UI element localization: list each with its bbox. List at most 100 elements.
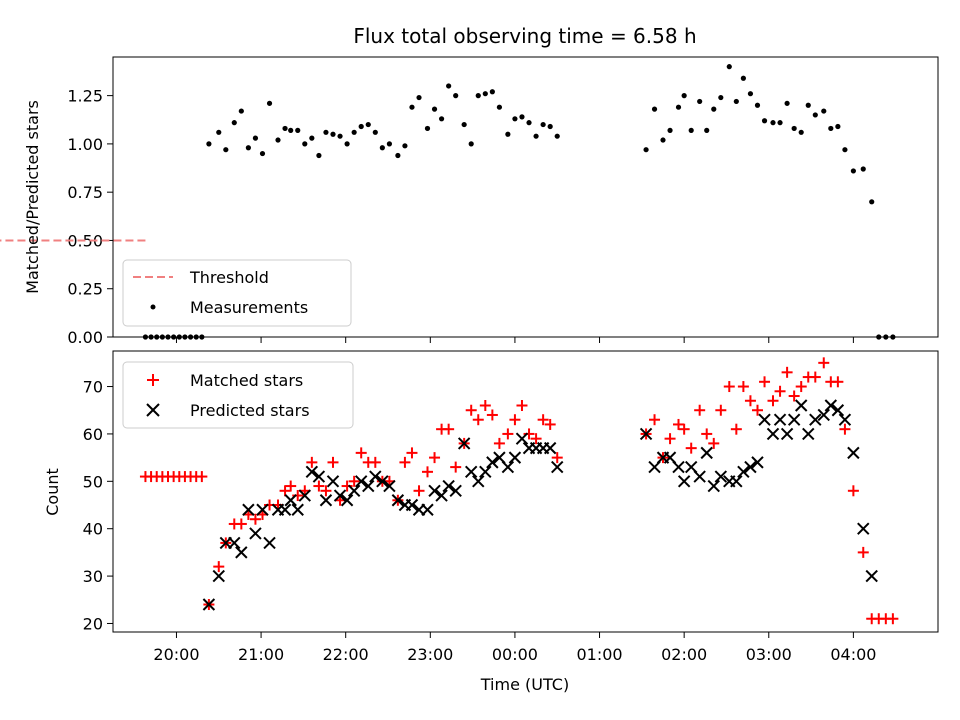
- bottom-legend-box: [122, 361, 354, 429]
- measurement-point: [681, 93, 687, 99]
- predicted-star-point: [758, 413, 771, 426]
- measurement-point: [238, 108, 244, 114]
- matched-star-point: [678, 423, 690, 435]
- top-plot-frame: [112, 56, 939, 338]
- predicted-star-point: [278, 503, 292, 516]
- bottom-plot-frame: [112, 350, 939, 633]
- matched-star-point: [213, 561, 225, 573]
- measurement-point: [704, 127, 710, 133]
- matched-star-point: [399, 456, 411, 468]
- predicted-star-point: [256, 503, 269, 516]
- predicted-star-point: [677, 475, 691, 488]
- chart-title: Flux total observing time = 6.58 h: [353, 24, 696, 48]
- predicted-star-point: [730, 475, 743, 488]
- measurement-point: [266, 100, 273, 106]
- measurement-point: [252, 135, 259, 141]
- measurement-point: [754, 102, 761, 108]
- measurement-point: [519, 114, 525, 120]
- measurement-point: [402, 143, 408, 149]
- predicted-star-point: [435, 489, 448, 502]
- measurement-point: [761, 118, 768, 124]
- measurement-point: [395, 152, 401, 159]
- predicted-star-point: [405, 498, 419, 512]
- top-y-tick-label: 0.25: [67, 280, 103, 299]
- predicted-star-point: [794, 399, 808, 412]
- measurement-point: [667, 127, 673, 133]
- matched-star-point: [551, 452, 563, 464]
- measurement-point: [784, 100, 790, 106]
- matched-star-point: [530, 433, 542, 445]
- top-y-tick-label: 1.25: [67, 87, 103, 106]
- predicted-star-point: [700, 446, 713, 460]
- measurement-point: [482, 91, 488, 97]
- measurement-point: [275, 137, 281, 143]
- measurement-point: [409, 104, 415, 110]
- measurement-point: [386, 141, 393, 147]
- measurement-point: [216, 129, 222, 135]
- predicted-star-point: [809, 413, 822, 426]
- measurement-point: [231, 120, 237, 126]
- top-legend: Threshold Measurements: [122, 259, 352, 327]
- measurement-point: [740, 75, 746, 81]
- matched-star-point: [413, 485, 425, 497]
- measurement-point: [643, 147, 649, 153]
- predicted-star-point: [249, 527, 262, 540]
- matched-star-point: [723, 381, 735, 393]
- measurement-point: [540, 121, 546, 128]
- matched-star-point: [708, 437, 720, 449]
- measurement-point: [438, 116, 445, 122]
- x-tick-label: 23:00: [407, 645, 453, 664]
- measurement-point: [206, 141, 212, 147]
- predicted-star-point: [421, 503, 434, 516]
- matched-star-point: [795, 381, 807, 393]
- measurement-point: [282, 125, 288, 132]
- predicted-star-point: [838, 413, 852, 426]
- predicted-star-point: [472, 475, 485, 488]
- predicted-star-point: [298, 489, 312, 502]
- measurement-point: [295, 127, 301, 133]
- predicted-star-point: [824, 399, 838, 412]
- matched-star-point: [847, 485, 859, 497]
- bottom-panel: 20 30 40 50 60 70 20:00 21:00 22:00 23:00 00:00 01:…: [43, 350, 939, 694]
- matched-star-point: [465, 404, 477, 416]
- measurement-point: [733, 98, 739, 105]
- measurement-point: [805, 102, 811, 108]
- top-y-tick-label: 1.00: [67, 135, 103, 154]
- matched-star-point: [537, 414, 549, 426]
- predicted-star-point: [639, 427, 653, 441]
- matched-star-point: [450, 461, 462, 473]
- measurement-point: [259, 150, 266, 157]
- measurement-point: [850, 168, 856, 174]
- matched-star-point: [327, 456, 339, 468]
- measurement-point: [302, 141, 308, 147]
- measurement-point: [309, 135, 315, 141]
- x-tick-label: 00:00: [492, 645, 538, 664]
- bottom-axes: 20 30 40 50 60 70 20:00 21:00 22:00 23:00 00:00 01:…: [83, 378, 877, 664]
- matched-legend-swatch: [147, 374, 159, 386]
- matched-star-point: [839, 423, 851, 435]
- x-tick-label: 21:00: [238, 645, 284, 664]
- predicted-star-point: [391, 494, 405, 507]
- measurement-point: [512, 116, 518, 122]
- matched-star-point: [809, 371, 821, 383]
- measurement-point: [489, 89, 495, 95]
- measurement-point: [431, 106, 438, 112]
- measurement-point: [344, 141, 350, 147]
- predicted-star-point: [817, 408, 830, 422]
- measurement-point: [372, 129, 378, 135]
- matched-legend-label: Matched stars: [190, 371, 303, 390]
- predicted-star-point: [212, 569, 225, 583]
- top-legend-box: [122, 259, 352, 327]
- measurement-point: [869, 199, 875, 205]
- bottom-y-tick-label: 40: [83, 520, 103, 539]
- matched-star-point: [369, 456, 381, 468]
- measurement-point: [223, 147, 229, 153]
- threshold-legend-label: Threshold: [189, 268, 269, 287]
- matched-star-point: [313, 480, 325, 492]
- measurement-point: [547, 123, 553, 130]
- matched-star-point: [781, 366, 793, 378]
- predicted-star-point: [847, 446, 860, 460]
- predicted-star-point: [442, 479, 455, 493]
- matched-star-point: [788, 390, 800, 402]
